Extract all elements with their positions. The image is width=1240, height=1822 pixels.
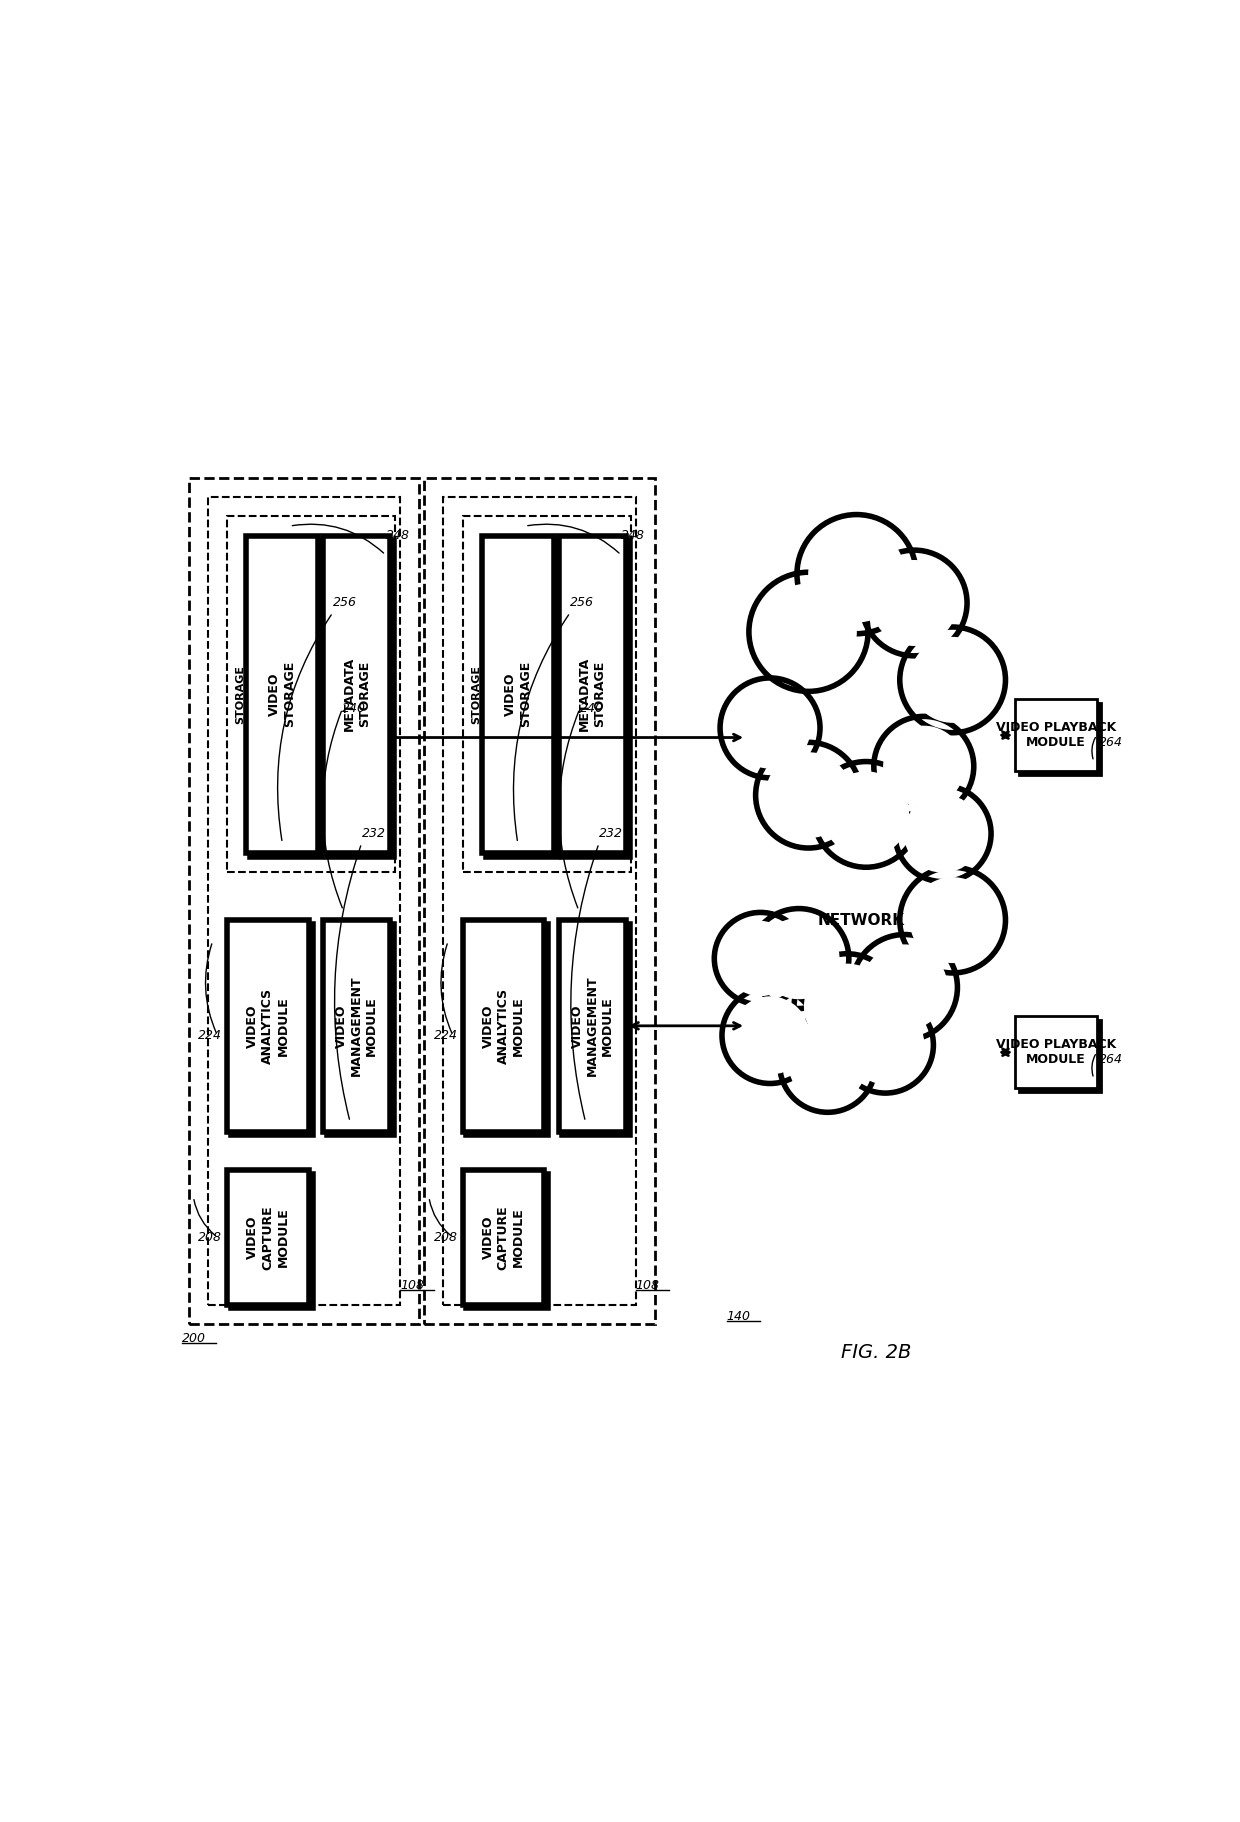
Circle shape (837, 997, 934, 1093)
Circle shape (797, 514, 916, 634)
Bar (247, 536, 319, 853)
Bar (227, 920, 309, 1131)
Bar (486, 539, 558, 856)
Circle shape (714, 913, 806, 1004)
Text: 108: 108 (401, 1279, 424, 1292)
Bar (563, 539, 630, 856)
Bar (1019, 1020, 1101, 1091)
Circle shape (759, 918, 838, 998)
Circle shape (723, 922, 797, 995)
Circle shape (749, 909, 849, 1009)
Bar (327, 924, 394, 1135)
Circle shape (720, 678, 820, 778)
Bar (324, 920, 391, 1131)
Text: 248: 248 (621, 528, 645, 543)
Text: 264: 264 (1099, 736, 1122, 749)
Text: VIDEO PLAYBACK
MODULE: VIDEO PLAYBACK MODULE (996, 1039, 1116, 1066)
Circle shape (808, 527, 904, 621)
Bar (444, 497, 635, 1305)
Text: 208: 208 (198, 1230, 222, 1244)
Circle shape (862, 550, 967, 656)
Text: 232: 232 (599, 827, 622, 840)
Circle shape (813, 762, 919, 867)
Text: VIDEO
STORAGE: VIDEO STORAGE (268, 661, 296, 727)
Circle shape (722, 988, 818, 1084)
Text: VIDEO
CAPTURE
MODULE: VIDEO CAPTURE MODULE (247, 1204, 289, 1270)
Circle shape (789, 1026, 866, 1102)
Bar (227, 516, 396, 873)
Bar (463, 516, 631, 873)
Bar (208, 497, 401, 1305)
Bar (558, 536, 626, 853)
Circle shape (900, 867, 1006, 973)
Circle shape (761, 585, 856, 680)
Text: 248: 248 (386, 528, 409, 543)
Circle shape (755, 742, 862, 847)
Bar (250, 539, 322, 856)
Circle shape (780, 1017, 875, 1111)
Text: 140: 140 (727, 1310, 750, 1323)
Bar (466, 924, 548, 1135)
Text: 240: 240 (580, 701, 604, 716)
Circle shape (872, 561, 956, 645)
Text: 232: 232 (362, 827, 386, 840)
Bar (1016, 700, 1096, 771)
Text: VIDEO
MANAGEMENT
MODULE: VIDEO MANAGEMENT MODULE (570, 975, 614, 1077)
Bar (563, 924, 630, 1135)
Circle shape (910, 638, 994, 722)
Text: STORAGE: STORAGE (236, 665, 246, 723)
Bar (188, 477, 419, 1325)
Text: 208: 208 (434, 1230, 458, 1244)
Bar (466, 1173, 548, 1308)
Circle shape (895, 785, 991, 882)
Circle shape (862, 946, 947, 1029)
Text: VIDEO
ANALYTICS
MODULE: VIDEO ANALYTICS MODULE (247, 988, 289, 1064)
Bar (227, 1170, 309, 1305)
Circle shape (910, 878, 994, 962)
Bar (424, 477, 655, 1325)
Text: FIG. 2B: FIG. 2B (841, 1343, 911, 1363)
Bar (231, 924, 312, 1135)
Text: VIDEO
MANAGEMENT
MODULE: VIDEO MANAGEMENT MODULE (335, 975, 378, 1077)
Circle shape (766, 752, 851, 838)
Bar (463, 920, 544, 1131)
Bar (327, 539, 394, 856)
Text: 200: 200 (182, 1332, 206, 1345)
Circle shape (874, 716, 973, 816)
Bar (324, 536, 391, 853)
Circle shape (900, 627, 1006, 732)
Text: VIDEO
ANALYTICS
MODULE: VIDEO ANALYTICS MODULE (482, 988, 525, 1064)
Circle shape (852, 935, 957, 1040)
Circle shape (749, 572, 868, 691)
Bar (1019, 703, 1101, 774)
Text: 224: 224 (434, 1029, 458, 1042)
Circle shape (732, 997, 808, 1073)
Bar (231, 1173, 312, 1308)
Bar (558, 920, 626, 1131)
Text: NETWORK: NETWORK (818, 913, 905, 927)
Text: VIDEO
STORAGE: VIDEO STORAGE (503, 661, 532, 727)
Text: VIDEO PLAYBACK
MODULE: VIDEO PLAYBACK MODULE (996, 722, 1116, 749)
Text: STORAGE: STORAGE (471, 665, 481, 723)
Text: 240: 240 (342, 701, 366, 716)
Bar (1016, 1017, 1096, 1088)
Text: 256: 256 (570, 596, 594, 610)
Bar (463, 1170, 544, 1305)
Text: METADATA
STORAGE: METADATA STORAGE (342, 658, 371, 731)
Circle shape (794, 953, 900, 1059)
Circle shape (884, 727, 963, 807)
Circle shape (823, 773, 909, 856)
Circle shape (847, 1006, 924, 1084)
Text: METADATA
STORAGE: METADATA STORAGE (578, 658, 606, 731)
Text: VIDEO
CAPTURE
MODULE: VIDEO CAPTURE MODULE (482, 1204, 525, 1270)
Circle shape (730, 689, 810, 767)
Circle shape (805, 964, 889, 1049)
Text: 256: 256 (332, 596, 357, 610)
Text: 224: 224 (198, 1029, 222, 1042)
Text: 108: 108 (635, 1279, 660, 1292)
Text: 264: 264 (1099, 1053, 1122, 1066)
Bar (481, 536, 554, 853)
Circle shape (904, 794, 982, 873)
